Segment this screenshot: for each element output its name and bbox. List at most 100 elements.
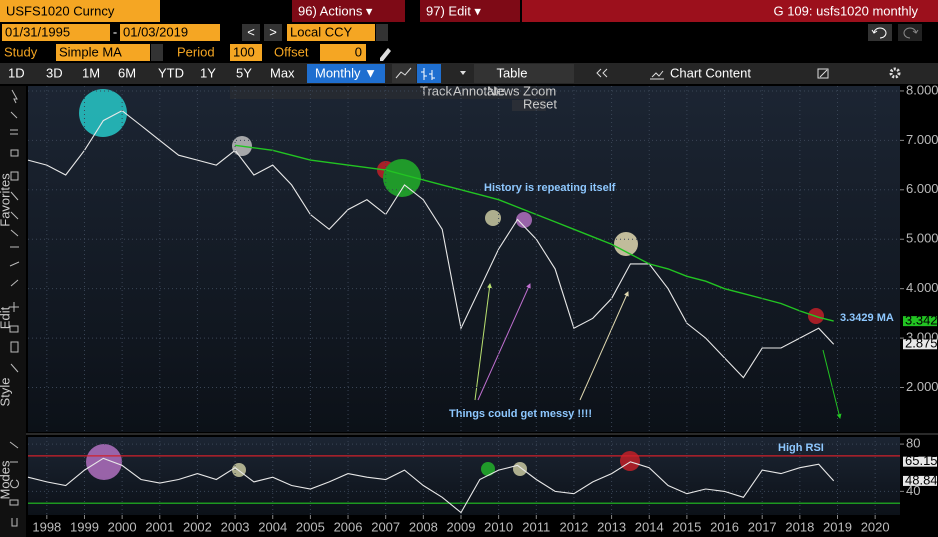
chart-content-label[interactable]: Chart Content bbox=[670, 65, 751, 80]
left-toolbar-icons[interactable] bbox=[9, 89, 20, 527]
prev-button[interactable] bbox=[242, 24, 260, 41]
line-icon bbox=[395, 67, 412, 79]
dropdown-icon[interactable] bbox=[460, 71, 466, 75]
bar-icon bbox=[421, 68, 435, 80]
currency-dropdown[interactable] bbox=[376, 24, 388, 41]
title-bar bbox=[522, 0, 938, 22]
actions-label: 96) Actions ▾ bbox=[298, 3, 373, 18]
x-tick-label: 2015 bbox=[672, 519, 701, 534]
range-button[interactable]: 3D bbox=[46, 65, 63, 80]
y-tick-label: 4.0000 bbox=[906, 280, 938, 295]
redo-button[interactable] bbox=[898, 24, 922, 41]
last-value-box bbox=[903, 316, 937, 327]
last-value-label: 65.1515 bbox=[905, 453, 938, 468]
line-button[interactable] bbox=[392, 64, 416, 83]
collapse-icon[interactable] bbox=[596, 68, 608, 78]
x-tick-label: 2013 bbox=[597, 519, 626, 534]
x-tick-label: 2004 bbox=[258, 519, 287, 534]
y-tick-label: 8.0000 bbox=[906, 82, 938, 97]
x-tick-label: 2019 bbox=[823, 519, 852, 534]
x-tick-label: 2001 bbox=[145, 519, 174, 534]
mini-toolbar-item[interactable]: Annotate bbox=[453, 83, 505, 98]
last-value-label: 2.8750 bbox=[905, 336, 938, 351]
x-tick-label: 2000 bbox=[108, 519, 137, 534]
table-label[interactable]: Table bbox=[496, 65, 527, 80]
edit-button[interactable] bbox=[420, 0, 520, 22]
range-button[interactable]: 5Y bbox=[236, 65, 252, 80]
last-value-label: 3.3429 bbox=[905, 313, 938, 328]
x-tick-label: 2002 bbox=[183, 519, 212, 534]
range-button[interactable]: Max bbox=[270, 65, 295, 80]
y-tick-label: 7.0000 bbox=[906, 132, 938, 147]
chart-content-icon bbox=[650, 70, 664, 80]
annotation-arrows bbox=[474, 283, 842, 419]
currency: Local CCY bbox=[290, 24, 352, 39]
redo-icon bbox=[903, 27, 919, 39]
prev-label: < bbox=[247, 24, 255, 39]
start-date: 01/31/1995 bbox=[5, 24, 70, 39]
side-label: Modes bbox=[0, 460, 12, 500]
y-tick-label: 40 bbox=[906, 483, 920, 498]
x-tick-label: 2020 bbox=[861, 519, 890, 534]
offset-label: Offset bbox=[274, 44, 309, 59]
last-value-box bbox=[903, 339, 937, 350]
table-button[interactable] bbox=[474, 64, 574, 83]
y-tick-label: 5.0000 bbox=[906, 231, 938, 246]
x-tick-label: 2016 bbox=[710, 519, 739, 534]
undo-button[interactable] bbox=[868, 24, 892, 41]
x-tick-label: 2003 bbox=[221, 519, 250, 534]
price-panel bbox=[28, 86, 900, 432]
study: Simple MA bbox=[59, 44, 122, 59]
edit-label: 97) Edit ▾ bbox=[426, 3, 481, 18]
next-button[interactable] bbox=[264, 24, 282, 41]
next-label: > bbox=[269, 24, 277, 39]
frequency[interactable]: Monthly ▼ bbox=[315, 65, 377, 80]
range-button[interactable]: 1D bbox=[8, 65, 25, 80]
pencil-icon[interactable] bbox=[380, 48, 391, 61]
last-value-box bbox=[903, 475, 937, 486]
side-label: Edit bbox=[0, 306, 12, 329]
y-tick-label: 80 bbox=[906, 436, 920, 451]
x-tick-label: 2009 bbox=[447, 519, 476, 534]
y-tick-label: 6.0000 bbox=[906, 181, 938, 196]
annotation: History is repeating itself bbox=[484, 182, 616, 194]
last-value-label: 48.8455 bbox=[905, 472, 938, 487]
ticker: USFS1020 Curncy bbox=[6, 3, 115, 18]
range-button[interactable]: 1M bbox=[82, 65, 100, 80]
x-tick-label: 1999 bbox=[70, 519, 99, 534]
actions-button[interactable] bbox=[292, 0, 405, 22]
x-tick-label: 2008 bbox=[409, 519, 438, 534]
study-dropdown[interactable] bbox=[151, 44, 163, 61]
frequency-button[interactable] bbox=[307, 64, 385, 83]
offset: 0 bbox=[355, 44, 362, 59]
start-date-field[interactable] bbox=[2, 24, 110, 41]
range-button[interactable]: YTD bbox=[158, 65, 184, 80]
period-label: Period bbox=[177, 44, 215, 59]
currency-field[interactable] bbox=[287, 24, 375, 41]
annotation: 3.3429 MA bbox=[840, 312, 894, 324]
series-line bbox=[27, 457, 835, 514]
mini-toolbar-item[interactable]: Zoom bbox=[523, 83, 556, 98]
undo-icon bbox=[871, 27, 887, 39]
x-tick-label: 2007 bbox=[371, 519, 400, 534]
ticker-box[interactable] bbox=[0, 0, 160, 22]
side-label: Favorites bbox=[0, 173, 12, 227]
period-field[interactable] bbox=[230, 44, 262, 61]
settings-icon[interactable] bbox=[889, 67, 901, 79]
mini-toolbar-item[interactable]: News bbox=[487, 83, 520, 98]
x-tick-label: 2005 bbox=[296, 519, 325, 534]
range-button[interactable]: 6M bbox=[118, 65, 136, 80]
series-line bbox=[27, 110, 835, 379]
end-date-field[interactable] bbox=[120, 24, 220, 41]
reset-button[interactable] bbox=[512, 100, 546, 111]
offset-field[interactable] bbox=[320, 44, 366, 61]
x-tick-label: 1998 bbox=[32, 519, 61, 534]
x-tick-label: 2006 bbox=[334, 519, 363, 534]
range-button[interactable]: 1Y bbox=[200, 65, 216, 80]
x-tick-label: 2017 bbox=[748, 519, 777, 534]
last-value-box bbox=[903, 456, 937, 467]
study-field[interactable] bbox=[56, 44, 150, 61]
edit-icon[interactable] bbox=[817, 68, 829, 79]
y-tick-label: 2.0000 bbox=[906, 379, 938, 394]
mini-toolbar-item[interactable]: Reset bbox=[523, 96, 557, 111]
